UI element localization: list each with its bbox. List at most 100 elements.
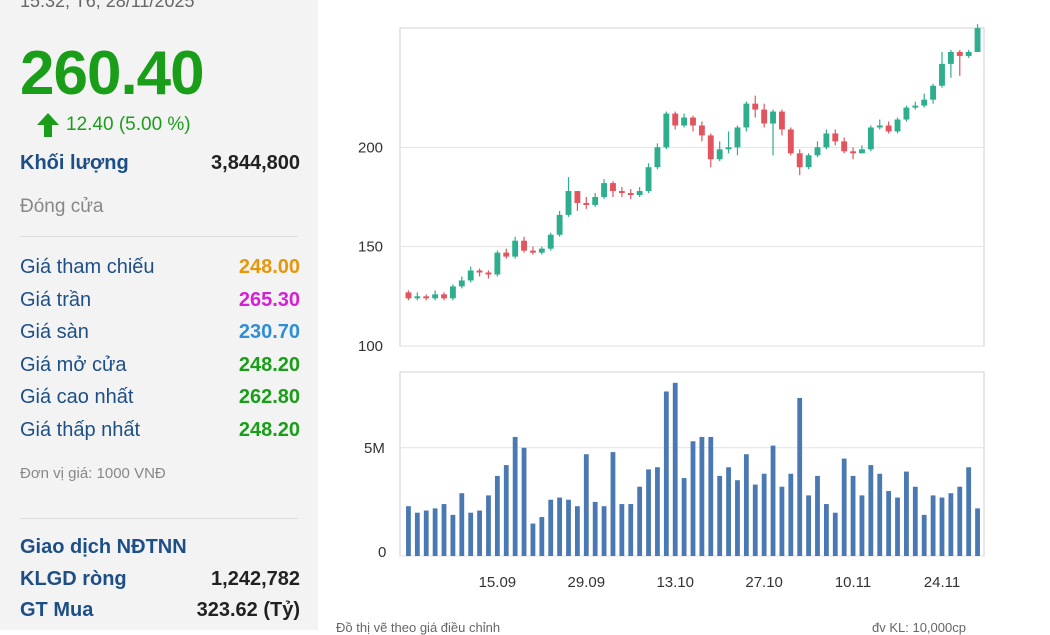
- candlestick: [592, 193, 599, 207]
- candle-body: [912, 105, 919, 108]
- volume-bar: [637, 486, 643, 556]
- candle-body: [627, 193, 634, 196]
- candle-body: [530, 250, 536, 253]
- volume-bar: [859, 495, 865, 556]
- candlestick: [432, 290, 439, 301]
- volume-bar: [966, 467, 972, 556]
- price-change: 12.40 (5.00 %): [36, 112, 191, 138]
- candlestick: [547, 232, 554, 251]
- candle-body: [663, 113, 670, 148]
- candlestick: [610, 181, 616, 197]
- price-row-label: Giá tham chiếu: [20, 256, 155, 278]
- candle-body: [512, 240, 519, 257]
- candle-body: [930, 85, 937, 100]
- candlestick: [814, 141, 821, 158]
- candlestick: [725, 131, 732, 154]
- candlestick: [939, 51, 945, 88]
- volume-bar: [583, 454, 589, 556]
- date-tick-label: 10.11: [835, 574, 871, 591]
- divider: [20, 518, 298, 519]
- candle-body: [449, 286, 456, 299]
- candlestick: [734, 125, 741, 156]
- candle-body: [814, 147, 821, 156]
- foreign-buy-value-row: GT Mua 323.62 (Tỷ): [20, 599, 300, 622]
- candle-body: [725, 147, 732, 150]
- volume-bar: [459, 493, 465, 556]
- candlestick: [859, 145, 865, 154]
- foreign-buy-value-label: GT Mua: [20, 599, 94, 621]
- divider: [20, 236, 298, 237]
- candle-body: [556, 214, 563, 235]
- volume-bar: [788, 473, 794, 556]
- candlestick: [716, 141, 723, 162]
- volume-bar: [663, 391, 669, 556]
- date-tick-label: 29.09: [568, 574, 606, 591]
- volume-unit-note: đv KL: 10,000cp: [872, 620, 966, 635]
- candle-body: [965, 51, 972, 56]
- candle-body: [716, 149, 723, 160]
- volume-bar: [912, 486, 918, 556]
- candlestick: [761, 103, 768, 128]
- date-tick-label: 15.09: [479, 574, 517, 591]
- volume-bar: [699, 436, 705, 556]
- volume-bar: [797, 397, 803, 556]
- volume-bar: [975, 508, 980, 556]
- volume-bar: [432, 508, 438, 556]
- candlestick: [903, 105, 910, 122]
- price-row: Giá mở cửa 248.20: [20, 354, 300, 377]
- volume-bar: [530, 523, 536, 556]
- volume-bar: [468, 512, 474, 556]
- candle-body: [458, 280, 465, 287]
- volume-bar: [895, 497, 900, 556]
- candle-body: [467, 270, 474, 281]
- price-row-value: 230.70: [238, 321, 300, 343]
- candle-body: [903, 107, 910, 120]
- foreign-trading-title: Giao dịch NĐTNN: [20, 536, 187, 558]
- candlestick: [752, 95, 759, 118]
- candlestick: [921, 93, 928, 108]
- foreign-net-volume-value: 1,242,782: [211, 568, 300, 590]
- candlestick: [512, 236, 519, 259]
- candle-body: [503, 252, 510, 257]
- candle-body: [681, 117, 688, 126]
- candlestick: [787, 127, 794, 156]
- candlestick: [885, 121, 892, 134]
- candlestick: [850, 147, 856, 160]
- candlestick: [414, 292, 421, 301]
- volume-bar: [610, 452, 616, 556]
- candlestick: [441, 292, 447, 301]
- candlestick: [894, 117, 901, 134]
- price-row: Giá thấp nhất 248.20: [20, 419, 300, 442]
- price-row: Giá cao nhất 262.80: [20, 386, 300, 409]
- candlestick: [530, 246, 536, 255]
- candle-body: [672, 113, 679, 126]
- candlestick: [423, 294, 430, 301]
- candlestick: [832, 129, 839, 146]
- volume-bar: [815, 475, 820, 556]
- candlestick: [636, 187, 643, 197]
- candle-body: [885, 125, 892, 132]
- candle-body: [485, 272, 492, 275]
- volume-bar: [521, 447, 527, 556]
- candle-body: [423, 296, 430, 299]
- candlestick: [405, 290, 412, 301]
- candle-body: [707, 135, 714, 160]
- candlestick: [663, 111, 670, 150]
- volume-bar: [921, 514, 927, 556]
- volume-tick-label: 0: [378, 544, 386, 561]
- price-row-value: 248.20: [238, 353, 300, 376]
- candle-body: [761, 109, 768, 124]
- volume-bar: [566, 499, 571, 556]
- candlestick: [538, 246, 545, 255]
- date-tick-label: 13.10: [656, 574, 694, 591]
- candle-body: [956, 51, 963, 56]
- volume-bar: [548, 499, 554, 556]
- candlestick: [458, 276, 465, 289]
- candlestick: [601, 179, 608, 199]
- candle-body: [538, 248, 545, 253]
- price-row-label: Giá mở cửa: [20, 353, 127, 376]
- candle-body: [494, 252, 501, 275]
- candlestick: [974, 24, 981, 52]
- candlestick: [556, 210, 563, 237]
- volume-bar: [886, 491, 892, 556]
